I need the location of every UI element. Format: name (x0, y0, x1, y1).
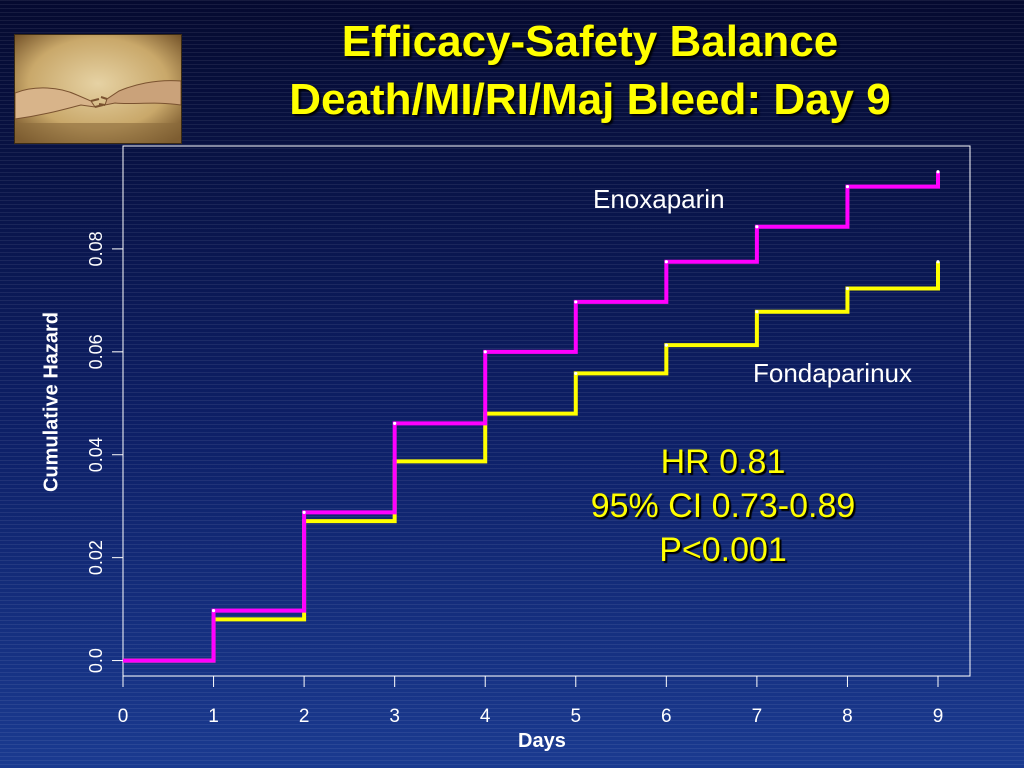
x-tick-label: 8 (842, 706, 853, 727)
confidence-interval: 95% CI 0.73-0.89 (590, 487, 856, 525)
x-tick-label: 0 (118, 706, 129, 727)
y-tick-label: 0.0 (86, 648, 106, 673)
enoxaparin-label: Enoxaparin (593, 184, 725, 214)
y-tick-label: 0.04 (86, 437, 106, 472)
fondaparinux-step-point (936, 260, 940, 264)
slide-title-line2: Death/MI/RI/Maj Bleed: Day 9 (289, 75, 891, 124)
fondaparinux-step-point (574, 371, 578, 376)
enoxaparin-step-point (755, 225, 759, 229)
fondaparinux-step-point (664, 343, 668, 347)
enoxaparin-step-point (936, 170, 940, 174)
x-tick-label: 4 (480, 706, 491, 727)
x-axis-title: Days (518, 730, 566, 752)
fresco-illustration (15, 35, 181, 143)
p-value: P<0.001 (659, 531, 787, 569)
fondaparinux-label: Fondaparinux (753, 358, 912, 388)
y-tick-label: 0.02 (86, 540, 106, 575)
x-tick-label: 5 (570, 706, 581, 727)
x-tick-label: 6 (661, 706, 672, 727)
y-axis-title: Cumulative Hazard (40, 311, 63, 493)
x-tick-label: 3 (389, 706, 400, 727)
y-tick-label: 0.08 (86, 231, 106, 266)
fondaparinux-step-point (755, 310, 759, 314)
x-tick-label: 7 (752, 706, 763, 727)
stats-annotation: HR 0.81 95% CI 0.73-0.89 P<0.001 (553, 440, 893, 572)
enoxaparin-step-point (845, 185, 850, 189)
fondaparinux-step-line (123, 261, 940, 663)
enoxaparin-step-point (574, 300, 578, 304)
y-tick-label: 0.06 (86, 334, 106, 369)
fondaparinux-step-point (845, 286, 850, 291)
hazard-ratio: HR 0.81 (660, 443, 786, 481)
x-tick-label: 1 (208, 706, 219, 727)
creation-of-adam-image (14, 34, 182, 144)
enoxaparin-step-point (483, 350, 487, 354)
slide-title-line1: Efficacy-Safety Balance (341, 17, 839, 66)
x-tick-label: 2 (299, 706, 310, 727)
enoxaparin-step-point (664, 260, 668, 264)
enoxaparin-step-point (393, 421, 397, 425)
x-tick-label: 9 (933, 706, 944, 727)
enoxaparin-step-line (123, 171, 940, 663)
enoxaparin-step-point (302, 510, 306, 514)
enoxaparin-step-point (211, 609, 216, 613)
